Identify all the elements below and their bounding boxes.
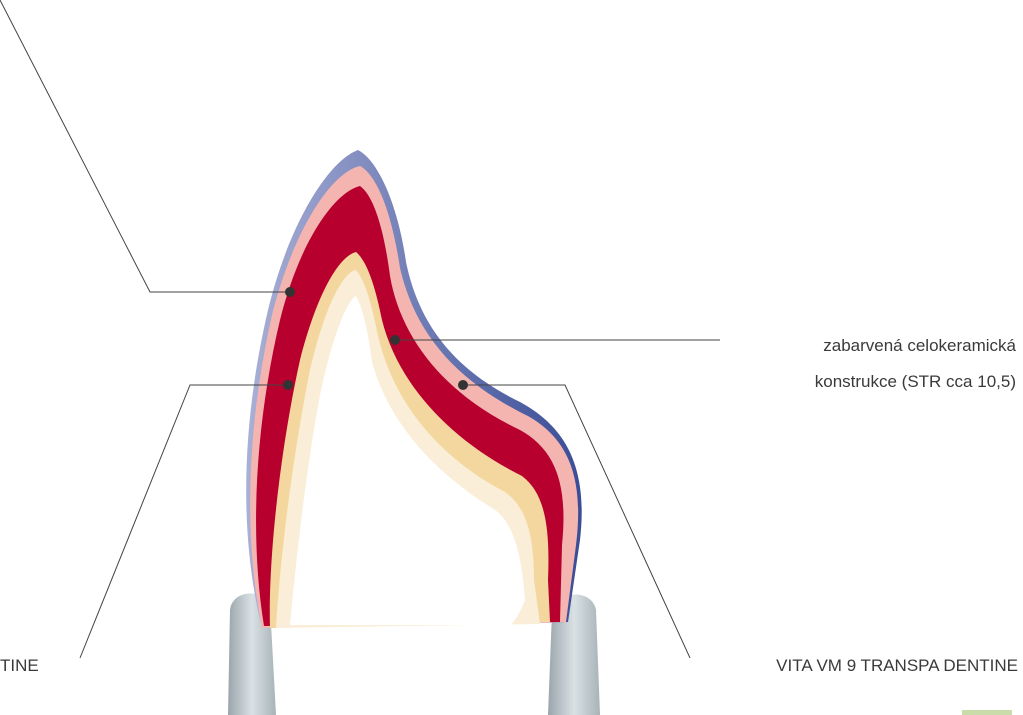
tooth-layers — [246, 150, 582, 628]
label: konstrukce (STR cca 10,5) — [815, 372, 1016, 391]
label: zabarvená celokeramická — [823, 336, 1016, 355]
corner-mark — [962, 710, 1012, 715]
label: VITA VM 9 TRANSPA DENTINE — [776, 656, 1018, 675]
label: TINE — [0, 656, 39, 675]
leader-lines — [0, 0, 720, 659]
